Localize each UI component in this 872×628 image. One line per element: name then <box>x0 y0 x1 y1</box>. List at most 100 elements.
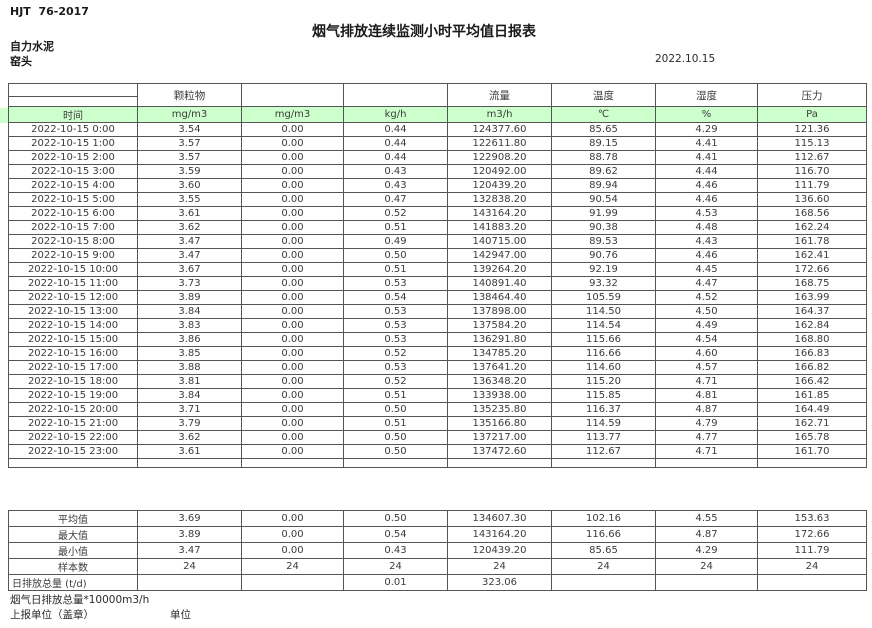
row-label-cell: 2022-10-15 3:00 <box>8 164 138 179</box>
value-cell: 134607.30 <box>447 510 552 527</box>
table-row: 2022-10-15 14:00 3.83 0.00 0.53 137584.20 114… <box>8 318 867 333</box>
value-cell: 162.41 <box>757 248 867 263</box>
value-cell: 114.60 <box>551 360 656 375</box>
value-cell: 3.57 <box>137 136 242 151</box>
value-cell: 0.44 <box>343 136 448 151</box>
value-cell: 115.85 <box>551 388 656 403</box>
value-cell: 0.53 <box>343 318 448 333</box>
value-cell: 0.50 <box>343 510 448 527</box>
value-cell: 0.00 <box>241 360 344 375</box>
unit-celsius: ℃ <box>551 106 656 123</box>
value-cell: 4.45 <box>655 262 758 277</box>
table-row: 2022-10-15 9:00 3.47 0.00 0.50 142947.00 90.7… <box>8 248 867 263</box>
table-row: 2022-10-15 10:00 3.67 0.00 0.51 139264.20 92.… <box>8 262 867 277</box>
value-cell: 24 <box>757 558 867 575</box>
report-date: 2022.10.15 <box>655 53 716 65</box>
value-cell: 0.00 <box>241 150 344 165</box>
row-label-cell: 2022-10-15 22:00 <box>8 430 138 445</box>
table-row: 2022-10-15 0:00 3.54 0.00 0.44 124377.60 85.6… <box>8 122 867 137</box>
footer-note: 烟气日排放总量*10000m3/h <box>10 594 150 606</box>
table-row: 2022-10-15 1:00 3.57 0.00 0.44 122611.80 89.1… <box>8 136 867 151</box>
row-label-cell: 2022-10-15 19:00 <box>8 388 138 403</box>
value-cell: 0.52 <box>343 374 448 389</box>
value-cell: 4.46 <box>655 192 758 207</box>
value-cell: 0.43 <box>343 542 448 559</box>
value-cell: 165.78 <box>757 430 867 445</box>
value-cell: 90.38 <box>551 220 656 235</box>
value-cell: 0.00 <box>241 542 344 559</box>
column-header-pressure: 压力 <box>757 83 867 107</box>
value-cell: 114.54 <box>551 318 656 333</box>
table-row: 2022-10-15 20:00 3.71 0.00 0.50 135235.80 116… <box>8 402 867 417</box>
spacer-cell <box>343 458 448 468</box>
table-row: 2022-10-15 2:00 3.57 0.00 0.44 122908.20 88.7… <box>8 150 867 165</box>
value-cell: 0.00 <box>241 526 344 543</box>
row-label-cell: 2022-10-15 1:00 <box>8 136 138 151</box>
row-label-cell: 2022-10-15 20:00 <box>8 402 138 417</box>
value-cell: 0.54 <box>343 290 448 305</box>
value-cell <box>757 574 867 591</box>
value-cell: 91.99 <box>551 206 656 221</box>
value-cell: 3.57 <box>137 150 242 165</box>
value-cell: 0.00 <box>241 374 344 389</box>
value-cell: 0.00 <box>241 444 344 459</box>
spacer-cell <box>8 458 138 468</box>
unit-mg-m3-1: mg/m3 <box>137 106 242 123</box>
value-cell: 0.00 <box>241 402 344 417</box>
table-row: 平均值 3.69 0.00 0.50 134607.30 102.16 4.55 153.63 <box>8 510 867 527</box>
value-cell: 3.55 <box>137 192 242 207</box>
value-cell: 0.00 <box>241 290 344 305</box>
value-cell: 3.84 <box>137 304 242 319</box>
value-cell: 4.46 <box>655 248 758 263</box>
footer-report-unit-label: 上报单位（盖章） <box>10 609 94 621</box>
value-cell: 115.13 <box>757 136 867 151</box>
row-label-cell: 2022-10-15 15:00 <box>8 332 138 347</box>
value-cell: 3.85 <box>137 346 242 361</box>
value-cell: 0.00 <box>241 164 344 179</box>
row-label-cell: 2022-10-15 11:00 <box>8 276 138 291</box>
column-header-particulate: 颗粒物 <box>137 83 242 107</box>
value-cell: 111.79 <box>757 178 867 193</box>
value-cell: 135235.80 <box>447 402 552 417</box>
table-row: 2022-10-15 5:00 3.55 0.00 0.47 132838.20 90.5… <box>8 192 867 207</box>
row-label-cell: 2022-10-15 7:00 <box>8 220 138 235</box>
value-cell: 161.78 <box>757 234 867 249</box>
value-cell: 4.81 <box>655 388 758 403</box>
row-label-cell: 2022-10-15 13:00 <box>8 304 138 319</box>
table-row: 2022-10-15 6:00 3.61 0.00 0.52 143164.20 91.9… <box>8 206 867 221</box>
unit-pa: Pa <box>757 106 867 123</box>
value-cell: 0.52 <box>343 206 448 221</box>
value-cell: 166.42 <box>757 374 867 389</box>
value-cell: 0.47 <box>343 192 448 207</box>
value-cell: 88.78 <box>551 150 656 165</box>
value-cell <box>137 574 242 591</box>
value-cell: 3.59 <box>137 164 242 179</box>
value-cell: 112.67 <box>757 150 867 165</box>
time-column-label: 时间 <box>8 106 138 123</box>
group-header-row: 颗粒物 流量 温度 湿度 压力 <box>8 83 867 107</box>
value-cell: 0.00 <box>241 234 344 249</box>
value-cell: 3.86 <box>137 332 242 347</box>
value-cell: 140891.40 <box>447 276 552 291</box>
value-cell: 90.76 <box>551 248 656 263</box>
value-cell: 140715.00 <box>447 234 552 249</box>
value-cell: 85.65 <box>551 542 656 559</box>
row-label-cell: 最小值 <box>8 542 138 559</box>
value-cell: 137584.20 <box>447 318 552 333</box>
value-cell: 4.87 <box>655 402 758 417</box>
company-name: 自力水泥 <box>10 40 54 53</box>
value-cell: 138464.40 <box>447 290 552 305</box>
value-cell: 166.83 <box>757 346 867 361</box>
row-label-cell: 最大值 <box>8 526 138 543</box>
table-row: 2022-10-15 13:00 3.84 0.00 0.53 137898.00 114… <box>8 304 867 319</box>
table-row: 2022-10-15 16:00 3.85 0.00 0.52 134785.20 116… <box>8 346 867 361</box>
value-cell: 124377.60 <box>447 122 552 137</box>
value-cell <box>655 574 758 591</box>
spacer-cell <box>655 458 758 468</box>
value-cell: 0.43 <box>343 164 448 179</box>
value-cell: 24 <box>241 558 344 575</box>
value-cell: 4.41 <box>655 136 758 151</box>
row-label-cell: 日排放总量 (t/d) <box>8 574 138 591</box>
value-cell: 136.60 <box>757 192 867 207</box>
value-cell: 164.49 <box>757 402 867 417</box>
